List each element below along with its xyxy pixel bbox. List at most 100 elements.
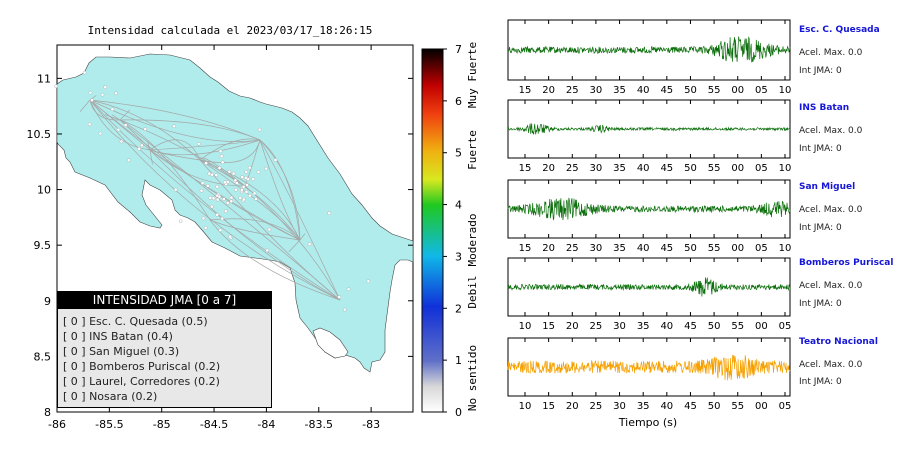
- road: [89, 99, 201, 161]
- colorbar-label: Debil: [466, 275, 479, 308]
- station-dot: [200, 181, 205, 185]
- legend-item: [ 0 ] Bomberos Puriscal (0.2): [63, 360, 221, 373]
- waveform-tick-label: 10: [519, 321, 532, 332]
- station-dot: [251, 177, 255, 181]
- station-jma: Int JMA: 0: [799, 66, 842, 76]
- station-dot: [116, 127, 121, 132]
- waveform-panel: 15 20 25 30 35 40 45 50 55 00 05 10: [507, 179, 791, 254]
- station-dot: [110, 107, 115, 111]
- road: [89, 99, 341, 301]
- map-y-tick-label: 8.5: [34, 350, 52, 363]
- road: [104, 114, 121, 121]
- station-dot: [234, 188, 238, 192]
- waveform-tick-label: 05: [755, 85, 768, 96]
- waveform-tick-label: 30: [613, 321, 626, 332]
- station-dot: [100, 92, 105, 97]
- station-dot: [244, 190, 249, 194]
- waveform-tick-label: 25: [566, 163, 579, 174]
- station-dot: [229, 195, 234, 200]
- road: [209, 219, 301, 241]
- station-dot: [88, 90, 93, 95]
- map-y-tick-label: 9.5: [34, 239, 52, 252]
- station-dot: [98, 131, 103, 136]
- station-jma: Int JMA: 0: [799, 144, 842, 154]
- colorbar-tick-label: 4: [455, 199, 462, 212]
- station-dot: [256, 170, 261, 174]
- station-name: Esc. C. Quesada: [799, 25, 880, 35]
- station-dot: [217, 166, 222, 170]
- map-y-axis: 11 10.5 10 9.5 9 8.5 8: [27, 72, 413, 419]
- colorbar-tick-label: 7: [455, 43, 462, 56]
- station-dot: [208, 196, 213, 200]
- road: [89, 99, 261, 141]
- road: [119, 119, 246, 187]
- road: [259, 139, 341, 301]
- station-dot: [196, 142, 201, 146]
- colorbar-tick-label: 6: [455, 95, 462, 108]
- station-dot: [231, 171, 236, 176]
- waveform-panel: 15 20 25 30 35 40 45 50 55 00 05 10: [507, 19, 791, 96]
- station-dot: [265, 248, 270, 253]
- road: [199, 138, 261, 161]
- waveform-tick-label: 20: [542, 163, 555, 174]
- time-axis-label: Tiempo (s): [618, 416, 678, 429]
- colorbar-tick-label: 0: [455, 406, 462, 419]
- road: [89, 99, 341, 301]
- waveform-tick-label: 15: [519, 163, 532, 174]
- station-dot: [242, 197, 246, 202]
- station-dot: [178, 219, 183, 224]
- waveform-tick-label: 25: [566, 85, 579, 96]
- station-dot: [228, 234, 232, 239]
- waveform-tick-label: 05: [755, 243, 768, 254]
- road: [288, 239, 301, 252]
- station-dot: [238, 196, 242, 200]
- station-dot: [235, 181, 239, 185]
- map-x-tick-label: -85.5: [95, 418, 123, 431]
- waveform-tick-label: 20: [566, 401, 579, 412]
- colorbar-label: No sentido: [466, 345, 479, 411]
- station-dots: [54, 70, 371, 312]
- station-dot: [343, 307, 347, 312]
- waveform-tick-label: 25: [590, 401, 603, 412]
- road: [119, 109, 130, 121]
- station-jma: Int JMA: 0: [799, 223, 842, 233]
- station-accel: Acel. Max. 0.0: [799, 48, 863, 58]
- waveform-tick-label: 50: [684, 85, 697, 96]
- road: [149, 149, 341, 301]
- waveform-tick-label: 40: [637, 85, 650, 96]
- map-title: Intensidad calculada el 2023/03/17_18:26…: [87, 24, 373, 37]
- legend-item: [ 0 ] Laurel, Corredores (0.2): [63, 375, 220, 388]
- station-accel: Acel. Max. 0.0: [799, 205, 863, 215]
- station-dot: [240, 175, 244, 179]
- station-dot: [224, 209, 228, 214]
- station-dot: [346, 287, 351, 291]
- waveform-tick-label: 55: [731, 401, 744, 412]
- station-dot: [327, 211, 331, 215]
- colorbar-label: Fuerte: [466, 130, 479, 170]
- station-dot: [215, 197, 220, 202]
- road: [119, 119, 261, 141]
- station-dot: [54, 84, 58, 88]
- station-dot: [307, 242, 312, 246]
- station-dot: [199, 188, 204, 193]
- station-dot: [140, 143, 144, 148]
- waveform-trace: [507, 197, 791, 221]
- waveform-tick-label: 10: [779, 163, 792, 174]
- road: [89, 99, 301, 241]
- station-dot: [244, 170, 248, 174]
- station-dot: [90, 98, 94, 102]
- station-dot: [119, 139, 124, 144]
- station-dot: [210, 204, 214, 209]
- road: [199, 159, 341, 301]
- station-dot: [252, 191, 257, 196]
- station-dot: [229, 199, 234, 204]
- colorbar-tick-label: 2: [455, 302, 462, 315]
- road: [299, 233, 306, 241]
- map-x-tick-label: -83: [362, 418, 380, 431]
- waveform-tick-label: 20: [542, 243, 555, 254]
- waveform-trace: [507, 354, 791, 381]
- station-dot: [267, 227, 272, 232]
- waveform-trace: [507, 36, 791, 63]
- waveform-tick-label: 00: [731, 85, 744, 96]
